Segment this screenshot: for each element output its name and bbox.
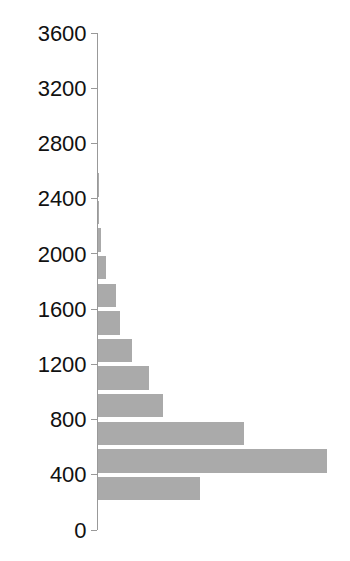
svg-text:800: 800: [50, 407, 87, 432]
svg-text:0: 0: [74, 518, 86, 543]
svg-text:1200: 1200: [38, 352, 87, 377]
svg-text:1600: 1600: [38, 297, 87, 322]
svg-text:2800: 2800: [38, 131, 87, 156]
svg-text:2400: 2400: [38, 186, 87, 211]
svg-text:2000: 2000: [38, 242, 87, 267]
svg-text:400: 400: [50, 462, 87, 487]
svg-text:3200: 3200: [38, 76, 87, 101]
svg-text:3600: 3600: [38, 21, 87, 46]
